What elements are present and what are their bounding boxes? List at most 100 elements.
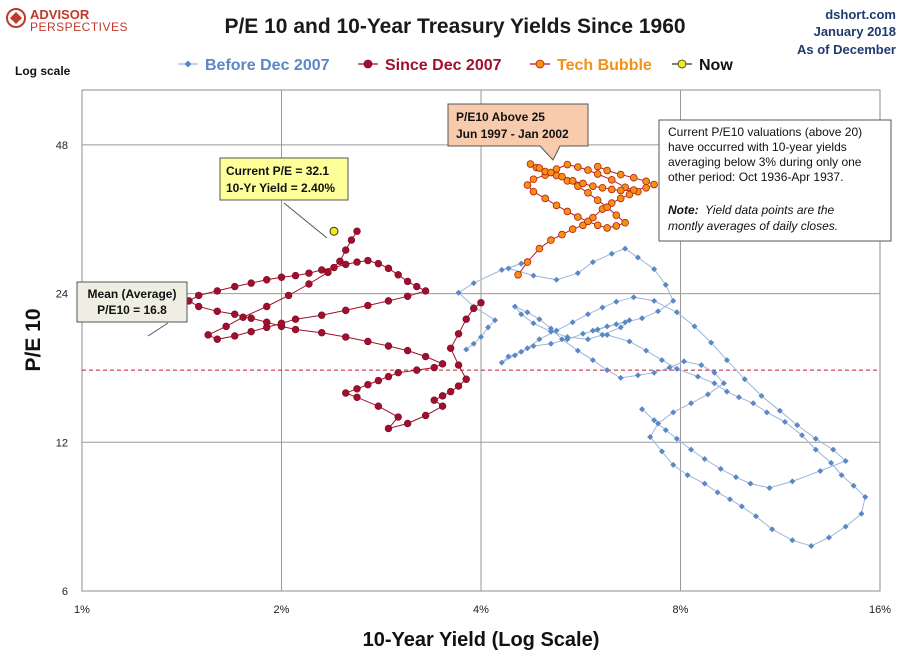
data-point	[524, 345, 531, 352]
data-point	[613, 298, 620, 305]
data-point	[247, 327, 255, 336]
y-tick-labels: 6 12 24 48	[56, 140, 68, 598]
legend-marker	[677, 59, 687, 69]
data-point	[812, 435, 819, 442]
data-point	[584, 188, 592, 197]
data-point	[741, 376, 748, 383]
data-point	[430, 363, 438, 372]
data-point	[776, 407, 783, 414]
legend-item: Tech Bubble	[530, 57, 652, 74]
valuation-note-line: have occurred with 10-year yields	[668, 140, 847, 154]
data-point	[626, 317, 633, 324]
data-point	[574, 270, 581, 277]
legend-item: Before Dec 2007	[178, 57, 330, 74]
data-point	[318, 266, 326, 274]
data-point	[526, 160, 535, 168]
data-point	[505, 265, 512, 272]
data-point	[579, 221, 587, 230]
data-point	[607, 185, 616, 194]
data-point	[364, 337, 372, 346]
data-point	[626, 338, 633, 345]
data-point	[529, 187, 538, 196]
data-point	[291, 315, 300, 323]
data-point	[858, 510, 865, 517]
data-point	[514, 270, 522, 279]
data-point	[711, 369, 718, 376]
data-point	[421, 287, 430, 295]
data-point	[463, 346, 470, 353]
data-point	[574, 163, 582, 171]
data-point	[330, 263, 338, 272]
data-point	[231, 310, 239, 318]
data-point	[593, 162, 602, 171]
data-point	[470, 304, 478, 313]
legend: Before Dec 2007 Since Dec 2007 Tech Bubble…	[178, 57, 733, 74]
as-of-label: As of December	[797, 42, 896, 57]
data-point	[830, 446, 837, 453]
data-point	[666, 364, 673, 371]
data-point-now	[329, 226, 339, 236]
data-point	[247, 279, 255, 287]
valuation-note-annotation: Current P/E10 valuations (above 20)have …	[658, 119, 892, 242]
x-tick-label: 8%	[673, 604, 689, 616]
mean-label-line2: P/E10 = 16.8	[97, 303, 167, 317]
data-point	[766, 484, 773, 491]
data-point	[305, 269, 313, 277]
legend-label: Now	[699, 57, 733, 74]
logo-bottom: PERSPECTIVES	[30, 20, 128, 34]
data-point	[714, 489, 721, 496]
data-point	[704, 391, 711, 398]
data-point	[769, 526, 776, 533]
data-point	[612, 211, 621, 219]
data-point	[670, 297, 677, 304]
valuation-note-line: other period: Oct 1936-Apr 1937.	[668, 170, 843, 184]
data-point	[364, 380, 372, 389]
data-point	[430, 396, 438, 404]
data-point	[589, 357, 596, 364]
x-tick-label: 2%	[274, 604, 290, 616]
data-point	[655, 420, 662, 427]
data-point	[673, 435, 680, 442]
data-point	[647, 434, 654, 441]
data-point	[574, 213, 582, 221]
data-point	[698, 362, 705, 369]
data-point	[374, 259, 383, 268]
logo: ADVISOR PERSPECTIVES	[6, 7, 128, 34]
data-point	[454, 361, 463, 369]
data-point	[798, 432, 805, 439]
current-pe-line: 10-Yr Yield = 2.40%	[226, 181, 335, 195]
logo-icon	[6, 8, 26, 28]
note-line: Yield data points are the	[705, 203, 835, 217]
data-point	[599, 304, 606, 311]
data-point	[470, 340, 477, 347]
data-point	[384, 372, 393, 381]
data-point	[547, 325, 554, 332]
data-point	[498, 266, 505, 273]
data-point	[394, 413, 402, 421]
data-point	[604, 323, 611, 330]
data-point	[558, 230, 566, 239]
data-point	[353, 227, 361, 235]
data-point	[536, 336, 543, 343]
data-point	[318, 329, 326, 337]
series-tech-bubble	[514, 160, 658, 279]
data-point	[231, 282, 239, 291]
data-point	[838, 472, 845, 479]
data-point	[658, 357, 665, 364]
data-point	[613, 321, 620, 328]
log-scale-note: Log scale	[15, 64, 71, 78]
data-point	[195, 291, 203, 300]
data-point	[634, 254, 641, 261]
legend-label: Tech Bubble	[557, 57, 652, 74]
data-point	[723, 357, 730, 364]
data-point	[524, 309, 531, 316]
data-point	[617, 324, 624, 331]
data-point	[603, 224, 611, 232]
data-point	[607, 175, 616, 184]
data-point	[708, 339, 715, 346]
data-point	[454, 382, 463, 390]
series-line	[187, 230, 482, 430]
data-point	[263, 302, 271, 311]
series-since-dec-2007	[185, 227, 485, 433]
data-point	[603, 203, 611, 212]
